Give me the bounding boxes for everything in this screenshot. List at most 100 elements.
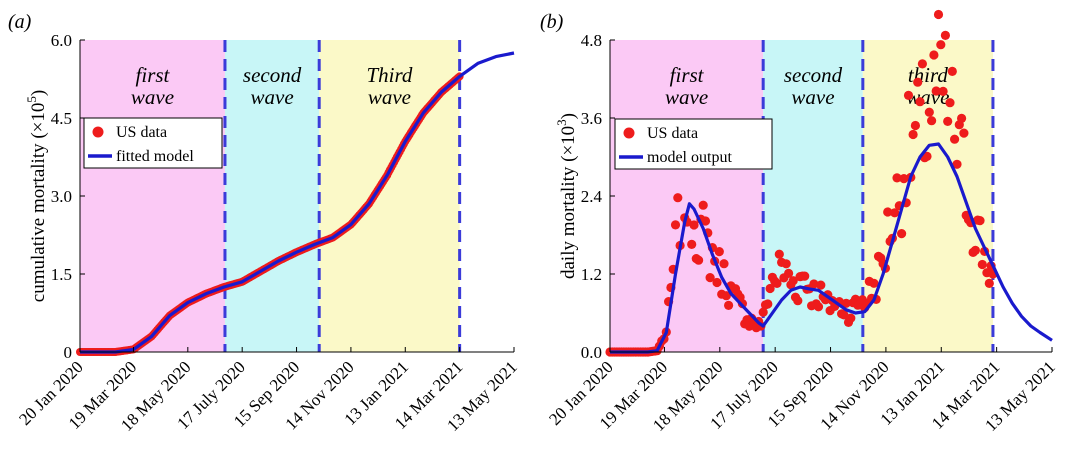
data-point [763,299,773,309]
y-tick-label: 3.6 [581,109,602,128]
data-point [897,229,907,239]
data-point [765,283,775,294]
y-axis-label-exponent: 3 [554,119,569,126]
data-point [793,296,803,306]
data-point [947,66,957,76]
wave-label: wave [368,85,411,109]
data-point [869,278,879,288]
y-tick-label: 2.4 [581,187,603,206]
legend-box [83,117,223,169]
data-point [714,247,724,257]
series-line [80,51,515,354]
data-point [698,200,708,210]
legend-box [614,118,773,170]
wave-label: wave [251,85,294,109]
wave-band [224,40,320,352]
legend-entry: US data [647,125,698,142]
wave-label: second [784,63,843,87]
data-point [670,220,681,230]
panel-b: firstwavesecondwavethirdwave0.01.22.43.6… [540,9,1059,435]
data-point [892,173,902,183]
legend-marker [92,126,104,138]
data-point [957,113,967,123]
data-point [952,159,962,169]
data-point [903,90,914,100]
data-point [950,134,960,144]
panel-a: firstwavesecondwaveThirdwave01.53.04.56.… [8,11,521,435]
data-point [940,30,951,40]
data-point [846,313,856,323]
data-point [800,271,810,281]
data-point [917,59,928,69]
wave-label: wave [791,85,834,109]
data-point [890,208,900,218]
legend-entry: model output [647,149,732,166]
wave-label: Third [366,63,412,87]
wave-label: wave [131,85,174,109]
wave-label: wave [665,85,708,109]
data-point [975,216,985,226]
y-axis-label-text: cumulative mortality (×10 [28,103,49,303]
data-point [712,277,722,288]
y-tick-label: 0 [64,343,73,362]
data-point [970,245,981,255]
data-point [913,77,923,87]
data-point [915,97,925,107]
data-point [908,129,918,140]
wave-label: first [670,63,705,87]
data-point [933,9,944,20]
data-point [816,280,826,290]
y-tick-label: 6.0 [51,31,72,50]
data-point [931,86,941,96]
data-point [943,116,953,126]
data-point [924,107,934,117]
data-point [922,151,932,161]
data-point [721,291,731,301]
data-point [929,50,939,60]
data-point [774,249,784,259]
data-point [724,300,734,310]
data-point [945,98,955,108]
data-point [899,174,909,184]
y-tick-label: 0.0 [581,343,602,362]
series-line [610,142,1053,354]
y-axis-label: cumulative mortality (×105) [24,90,49,302]
y-axis-label: daily mortality (×103) [554,113,579,279]
data-point [689,220,699,230]
wave-band [319,40,460,352]
y-axis-label-close: ) [28,90,49,96]
data-point [758,307,768,317]
data-point [839,310,849,320]
data-point [977,259,987,270]
data-point [781,259,791,269]
wave-band [862,40,993,352]
data-point [673,193,683,203]
wave-label: second [243,63,302,87]
y-axis-label-exponent: 5 [24,96,39,103]
legend-entry: fitted model [116,148,194,165]
data-point [687,239,697,249]
data-point [910,120,921,131]
data-point [694,255,704,265]
data-point [984,278,994,288]
y-axis-label-text: daily mortality (×10 [558,126,579,279]
data-point [809,279,819,289]
panel-label: (a) [8,11,32,33]
data-point [784,268,794,278]
y-tick-label: 3.0 [51,187,72,206]
y-tick-label: 1.2 [581,265,602,284]
data-point [841,298,851,308]
data-point [883,207,893,217]
panel-label: (b) [540,11,564,33]
data-point [927,116,937,126]
wave-label: first [136,63,171,87]
legend-entry: US data [116,124,167,141]
data-point [788,276,798,286]
data-point [772,278,782,288]
data-point [719,259,729,269]
data-point [938,86,948,96]
data-point [705,273,715,283]
data-point [936,40,946,50]
y-tick-label: 1.5 [51,265,72,284]
